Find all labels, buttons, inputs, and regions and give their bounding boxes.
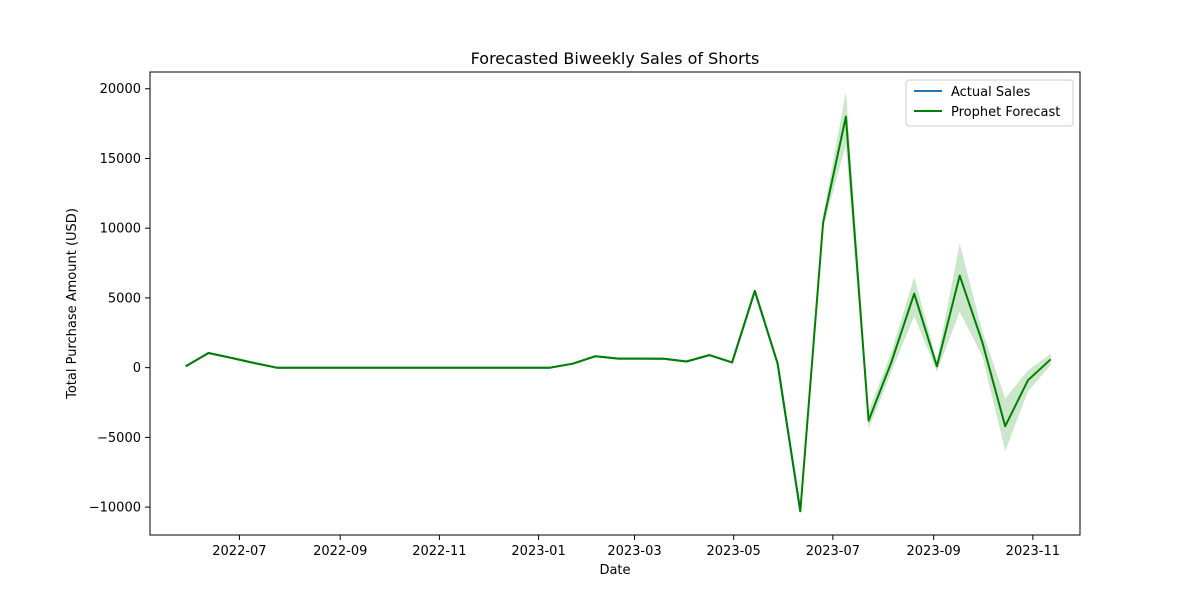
x-tick-label: 2022-11: [412, 544, 466, 559]
y-axis-label: Total Purchase Amount (USD): [65, 208, 80, 400]
x-tick-label: 2023-03: [607, 544, 661, 559]
axes-frame: [149, 71, 1081, 536]
legend-label-prophet-forecast: Prophet Forecast: [951, 105, 1060, 120]
y-tick-label: 20000: [100, 82, 141, 97]
legend-label-actual-sales: Actual Sales: [951, 85, 1031, 100]
x-axis-label: Date: [599, 563, 630, 578]
plot-area: 2022-07 2022-09 2022-11 2023-01 2023-03 2023-…: [89, 71, 1081, 559]
y-tick-label: 10000: [100, 222, 141, 237]
x-tick-label: 2022-09: [313, 544, 367, 559]
x-tick-label: 2022-07: [212, 544, 266, 559]
plot-contents: [185, 91, 1052, 513]
y-tick-label: 15000: [100, 152, 141, 167]
legend: Actual Sales Prophet Forecast: [905, 79, 1074, 127]
y-tick-label: −10000: [89, 501, 141, 516]
y-tick-label: 0: [133, 361, 141, 376]
x-tick-label: 2023-07: [806, 544, 860, 559]
x-tick-label: 2023-05: [707, 544, 761, 559]
y-tick-label: 5000: [108, 291, 141, 306]
y-tick-label: −5000: [97, 431, 141, 446]
chart-title: Forecasted Biweekly Sales of Shorts: [471, 49, 760, 68]
prophet-forecast-line: [185, 115, 1052, 513]
x-tick-label: 2023-11: [1006, 544, 1060, 559]
legend-box: [905, 79, 1074, 127]
x-tick-label: 2023-01: [511, 544, 565, 559]
x-tick-label: 2023-09: [907, 544, 961, 559]
